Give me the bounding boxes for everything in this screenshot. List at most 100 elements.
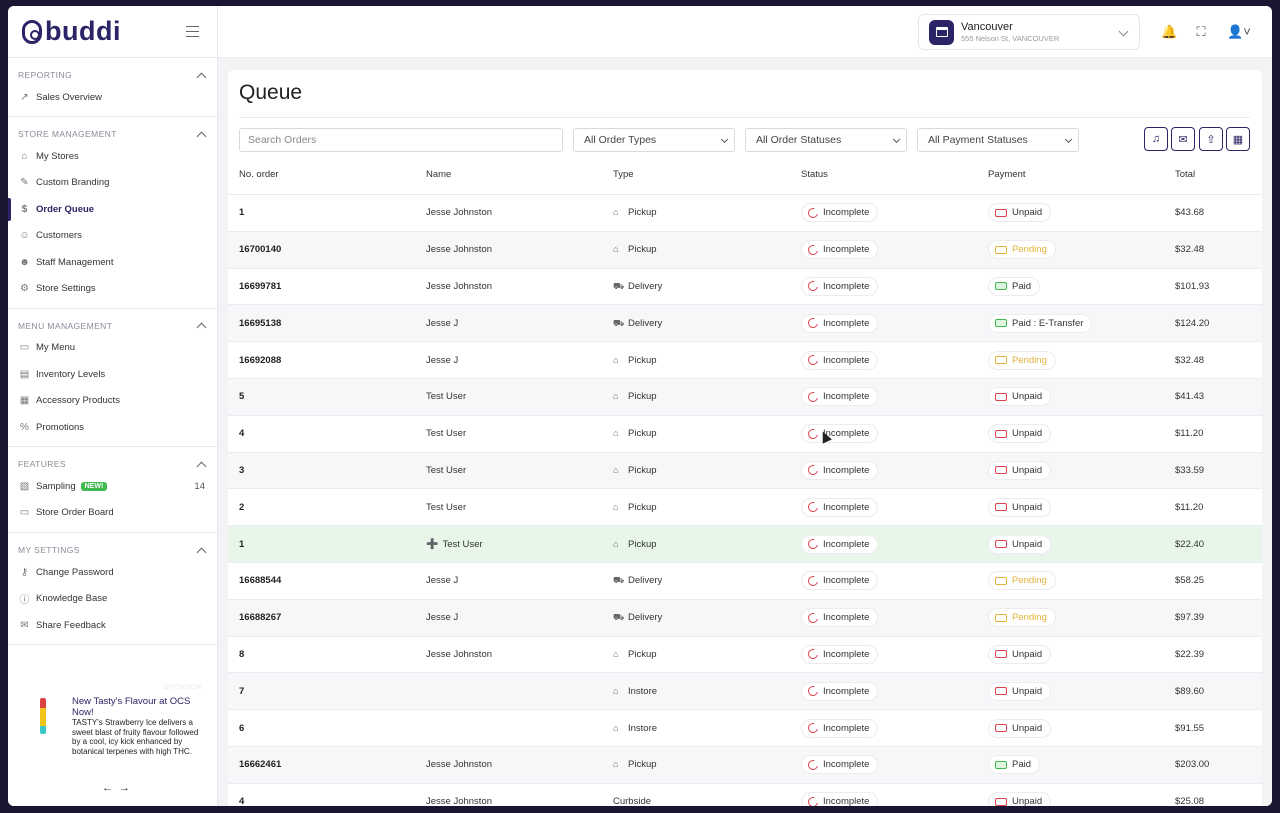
status-badge[interactable]: Incomplete [801, 571, 879, 591]
chevron-up-icon[interactable] [196, 461, 207, 472]
promo-carousel-arrows[interactable]: ←→ [102, 782, 136, 794]
sidebar-section-header[interactable]: MENU MANAGEMENT [8, 317, 217, 335]
store-selector[interactable]: Vancouver 555 Nelson St, VANCOUVER [918, 14, 1140, 50]
sidebar-item[interactable]: ☻ Staff Management [8, 249, 217, 275]
hamburger-menu-icon[interactable] [186, 26, 199, 37]
col-status[interactable]: Status [801, 169, 828, 180]
payment-badge[interactable]: Unpaid [988, 792, 1052, 806]
sidebar-section-header[interactable]: FEATURES [8, 455, 217, 473]
sidebar-item[interactable]: ▦ Accessory Products [8, 388, 217, 414]
status-badge[interactable]: Incomplete [801, 644, 879, 664]
sidebar-item[interactable]: ▭ My Menu [8, 335, 217, 361]
payment-badge[interactable]: Unpaid [988, 424, 1052, 444]
sidebar-item[interactable]: ⚙ Store Settings [8, 275, 217, 301]
table-row[interactable]: 2 Test User ⌂ Pickup Incomplete Unpaid $… [228, 488, 1262, 525]
sidebar-section-header[interactable]: REPORTING [8, 66, 217, 84]
sidebar-item[interactable]: ↗ Sales Overview [8, 84, 217, 110]
status-badge[interactable]: Incomplete [801, 755, 879, 775]
status-badge[interactable]: Incomplete [801, 240, 879, 260]
sidebar-item[interactable]: ☺ Customers [8, 223, 217, 249]
table-row[interactable]: 16695138 Jesse J ⛟ Delivery Incomplete P… [228, 304, 1262, 342]
calendar-icon[interactable]: ▦ [1226, 127, 1250, 151]
table-row[interactable]: 1 Jesse Johnston ⌂ Pickup Incomplete Unp… [228, 194, 1262, 231]
fullscreen-icon[interactable]: ⛶ [1196, 24, 1206, 39]
promo-title[interactable]: New Tasty's Flavour at OCS Now! [72, 696, 191, 718]
col-payment[interactable]: Payment [988, 169, 1026, 180]
music-icon[interactable]: ♫ [1144, 127, 1168, 151]
sidebar-item[interactable]: ▧ Sampling NEW! 14 [8, 473, 217, 499]
payment-badge[interactable]: Unpaid [988, 681, 1052, 701]
table-row[interactable]: 16662461 Jesse Johnston ⌂ Pickup Incompl… [228, 746, 1262, 783]
sidebar-item[interactable]: ▭ Store Order Board [8, 500, 217, 526]
payment-badge[interactable]: Unpaid [988, 534, 1052, 554]
search-orders-input[interactable] [239, 128, 563, 152]
status-badge[interactable]: Incomplete [801, 424, 879, 444]
table-row[interactable]: 3 Test User ⌂ Pickup Incomplete Unpaid $… [228, 451, 1262, 489]
payment-badge[interactable]: Unpaid [988, 460, 1052, 480]
sidebar-item[interactable]: ⌂ My Stores [8, 143, 217, 169]
sidebar-section-header[interactable]: STORE MANAGEMENT [8, 125, 217, 143]
col-total[interactable]: Total [1175, 169, 1196, 180]
table-row[interactable]: 1 ➕ Test User ⌂ Pickup Incomplete Unpaid… [228, 525, 1262, 562]
payment-badge[interactable]: Pending [988, 240, 1056, 260]
order-status-select[interactable]: All Order Statuses [745, 128, 907, 152]
sidebar-item[interactable]: ✉ Share Feedback [8, 612, 217, 638]
logo[interactable]: buddi [22, 16, 121, 47]
table-row[interactable]: 16699781 Jesse Johnston ⛟ Delivery Incom… [228, 267, 1262, 305]
table-row[interactable]: 5 Test User ⌂ Pickup Incomplete Unpaid $… [228, 378, 1262, 415]
chevron-up-icon[interactable] [196, 131, 207, 142]
payment-badge[interactable]: Unpaid [988, 644, 1052, 664]
payment-badge[interactable]: Paid : E-Transfer [988, 313, 1093, 333]
col-type[interactable]: Type [613, 169, 634, 180]
status-badge[interactable]: Incomplete [801, 608, 879, 628]
chevron-up-icon[interactable] [196, 547, 207, 558]
table-row[interactable]: 6 ⌂ Instore Incomplete Unpaid $91.55 [228, 709, 1262, 746]
status-badge[interactable]: Incomplete [801, 460, 879, 480]
payment-badge[interactable]: Unpaid [988, 497, 1052, 517]
sidebar-item[interactable]: ✎ Custom Branding [8, 170, 217, 196]
sidebar-section-header[interactable]: MY SETTINGS [8, 541, 217, 559]
sidebar-item[interactable]: ⚷ Change Password [8, 559, 217, 585]
promo-card[interactable]: SPONSOR New Tasty's Flavour at OCS Now! … [26, 684, 206, 799]
status-badge[interactable]: Incomplete [801, 203, 879, 223]
table-row[interactable]: 16700140 Jesse Johnston ⌂ Pickup Incompl… [228, 230, 1262, 268]
table-row[interactable]: 8 Jesse Johnston ⌂ Pickup Incomplete Unp… [228, 635, 1262, 673]
sidebar-item[interactable]: ▤ Inventory Levels [8, 361, 217, 387]
status-badge[interactable]: Incomplete [801, 681, 879, 701]
payment-badge[interactable]: Unpaid [988, 203, 1052, 223]
col-no-order[interactable]: No. order [239, 169, 279, 180]
sidebar-item[interactable]: % Promotions [8, 414, 217, 440]
status-badge[interactable]: Incomplete [801, 718, 879, 738]
status-badge[interactable]: Incomplete [801, 387, 879, 407]
chevron-up-icon[interactable] [196, 72, 207, 82]
order-type-select[interactable]: All Order Types [573, 128, 735, 152]
bell-icon[interactable]: 🔔 [1161, 24, 1178, 39]
sidebar-item[interactable]: ⓘ Knowledge Base [8, 585, 217, 611]
status-badge[interactable]: Incomplete [801, 313, 879, 333]
status-badge[interactable]: Incomplete [801, 350, 879, 370]
payment-badge[interactable]: Paid [988, 755, 1041, 775]
export-file-icon[interactable]: ⇧ [1199, 127, 1223, 151]
status-badge[interactable]: Incomplete [801, 276, 879, 296]
table-row[interactable]: 16688267 Jesse J ⛟ Delivery Incomplete P… [228, 598, 1262, 636]
table-row[interactable]: 7 ⌂ Instore Incomplete Unpaid $89.60 [228, 672, 1262, 710]
status-badge[interactable]: Incomplete [801, 534, 879, 554]
mail-icon[interactable]: ✉ [1171, 127, 1195, 151]
table-row[interactable]: 16688544 Jesse J ⛟ Delivery Incomplete P… [228, 562, 1262, 599]
table-row[interactable]: 16692088 Jesse J ⌂ Pickup Incomplete Pen… [228, 341, 1262, 378]
status-badge[interactable]: Incomplete [801, 497, 879, 517]
chevron-up-icon[interactable] [196, 322, 207, 333]
payment-status-select[interactable]: All Payment Statuses [917, 128, 1079, 152]
payment-badge[interactable]: Pending [988, 571, 1056, 591]
payment-badge[interactable]: Pending [988, 350, 1056, 370]
status-badge[interactable]: Incomplete [801, 792, 879, 806]
payment-badge[interactable]: Pending [988, 608, 1056, 628]
table-row[interactable]: 4 Test User ⌂ Pickup Incomplete Unpaid $… [228, 414, 1262, 452]
col-name[interactable]: Name [426, 169, 452, 180]
table-row[interactable]: 4 Jesse Johnston Curbside Incomplete Unp… [228, 782, 1262, 806]
payment-badge[interactable]: Unpaid [988, 387, 1052, 407]
user-menu-icon[interactable]: 👤˅ [1227, 24, 1251, 39]
payment-badge[interactable]: Paid [988, 276, 1041, 296]
payment-badge[interactable]: Unpaid [988, 718, 1052, 738]
sidebar-item[interactable]: $ Order Queue [8, 196, 217, 222]
